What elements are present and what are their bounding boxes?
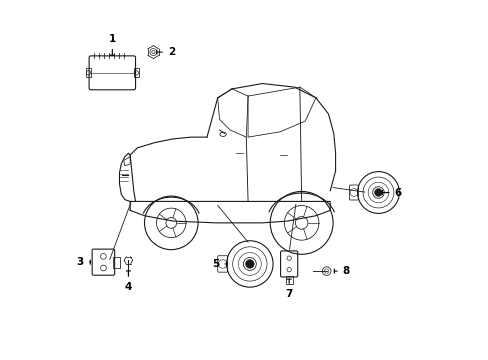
Text: 2: 2 xyxy=(157,47,175,57)
Bar xyxy=(113,257,120,267)
Text: 1: 1 xyxy=(108,34,116,55)
Circle shape xyxy=(374,189,382,196)
Text: 5: 5 xyxy=(212,259,226,269)
Bar xyxy=(134,68,139,77)
Text: 4: 4 xyxy=(124,271,132,292)
Text: 3: 3 xyxy=(76,257,90,267)
Bar xyxy=(285,275,292,284)
Circle shape xyxy=(245,260,254,268)
Text: 6: 6 xyxy=(382,188,401,198)
Bar xyxy=(85,68,91,77)
Text: 7: 7 xyxy=(285,279,292,299)
Text: 8: 8 xyxy=(334,266,349,276)
